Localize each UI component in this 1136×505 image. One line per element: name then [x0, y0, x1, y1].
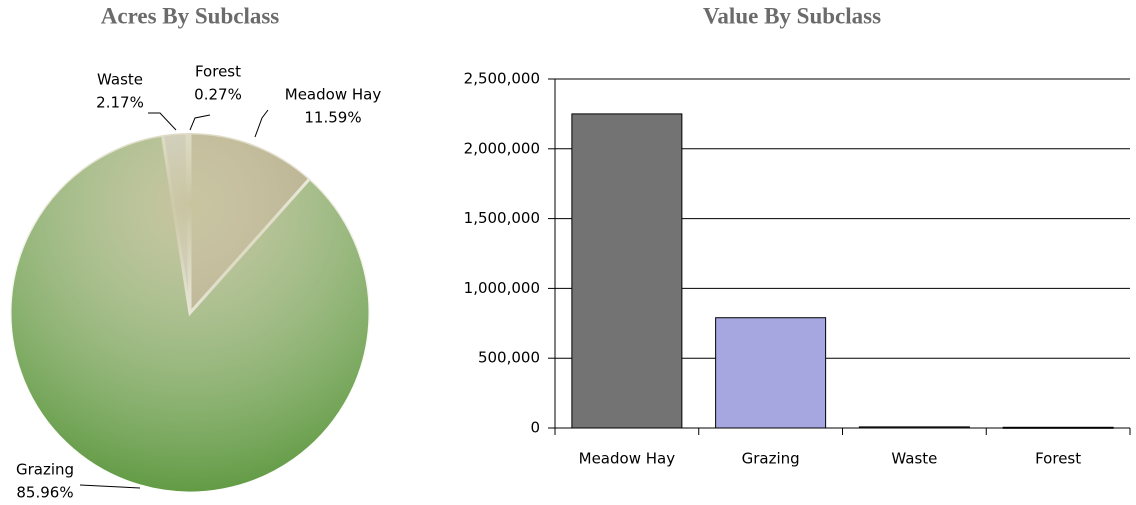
pie-title: Acres By Subclass	[101, 3, 280, 28]
slice-name: Waste	[97, 71, 143, 89]
page: Acres By Subclass Value By Subclass Mead…	[0, 0, 1136, 505]
x-tick-label: Waste	[891, 450, 937, 468]
slice-name: Meadow Hay	[285, 86, 382, 104]
leader-line	[190, 115, 210, 130]
y-tick-label: 2,000,000	[464, 139, 540, 157]
y-tick-label: 1,000,000	[464, 279, 540, 297]
leader-line	[148, 113, 176, 130]
slice-label: 11.59%	[304, 109, 361, 127]
leader-line	[255, 110, 268, 137]
bar	[1003, 427, 1113, 428]
y-tick-label: 2,500,000	[464, 70, 540, 88]
bar	[572, 114, 682, 428]
y-tick-label: 0	[530, 419, 540, 437]
slice-label: 2.17%	[96, 94, 144, 112]
y-tick-label: 500,000	[478, 349, 540, 367]
bar	[859, 427, 969, 428]
bar-title: Value By Subclass	[703, 3, 881, 28]
x-tick-label: Forest	[1035, 450, 1081, 468]
x-tick-label: Grazing	[742, 450, 800, 468]
slice-name: Grazing	[16, 461, 74, 479]
slice-label: 0.27%	[194, 86, 242, 104]
bar	[716, 318, 826, 428]
x-tick-label: Meadow Hay	[579, 450, 676, 468]
y-tick-label: 1,500,000	[464, 209, 540, 227]
slice-name: Forest	[195, 63, 241, 81]
slice-label: 85.96%	[16, 484, 73, 502]
leader-line	[80, 485, 140, 488]
